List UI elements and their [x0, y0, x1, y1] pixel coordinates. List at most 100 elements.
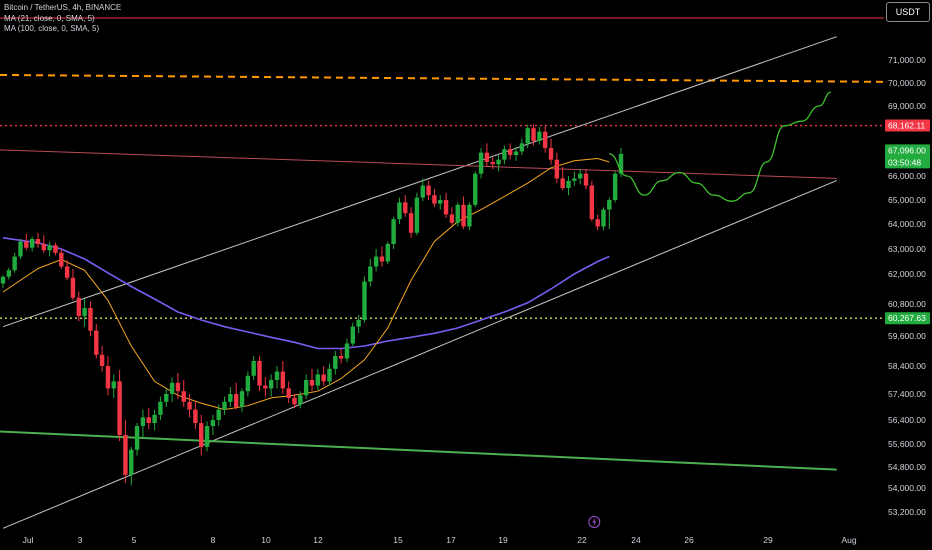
candle	[513, 146, 519, 161]
candle-body	[333, 356, 338, 369]
candle	[41, 235, 47, 253]
candle-body	[478, 152, 484, 174]
y-tick-label: 69,000.00	[888, 101, 926, 111]
candle	[129, 446, 134, 486]
candle	[572, 171, 577, 186]
price-label-text: 68,162.11	[888, 121, 925, 131]
candle	[94, 324, 99, 359]
candle	[24, 234, 29, 251]
candle	[303, 374, 309, 400]
candle-body	[508, 149, 513, 155]
x-tick-label: Jul	[23, 535, 34, 545]
candle	[140, 409, 146, 438]
legend: Bitcoin / TetherUS, 4h, BINANCE MA (21, …	[4, 3, 121, 35]
candle-body	[589, 185, 595, 220]
candle-body	[467, 204, 472, 227]
candle-body	[175, 382, 181, 392]
ma21-line	[2, 157, 610, 411]
y-tick-label: 54,000.00	[888, 483, 926, 493]
candle	[525, 124, 530, 148]
candle	[274, 366, 280, 389]
y-tick-label: 59,600.00	[888, 331, 926, 341]
y-tick-label: 64,000.00	[888, 219, 926, 229]
candle-body	[473, 173, 478, 205]
candle-body	[618, 153, 624, 174]
y-tick-label: 62,000.00	[888, 269, 926, 279]
candle-body	[204, 426, 210, 447]
candle-body	[484, 152, 490, 162]
candle-body	[496, 159, 501, 165]
candle-body	[129, 449, 134, 475]
candle	[473, 171, 478, 208]
candle-body	[577, 173, 583, 179]
candle	[12, 252, 17, 273]
y-tick-label: 54,800.00	[888, 462, 926, 472]
candle	[612, 171, 618, 203]
candle	[508, 143, 513, 160]
candle	[484, 143, 490, 167]
candle-body	[595, 219, 600, 227]
candle-body	[344, 343, 350, 359]
candle	[245, 371, 251, 397]
x-tick-label: Aug	[841, 535, 856, 545]
candle	[321, 366, 326, 386]
ma21-legend[interactable]: MA (21, close, 0, SMA, 5)	[4, 13, 95, 23]
candle-body	[105, 366, 111, 389]
time-axis[interactable]: Jul 3 5 8 10 12 15 17 19 22 24 26 29 Aug	[23, 535, 857, 545]
candle-body	[368, 266, 373, 282]
candle-body	[356, 320, 361, 327]
symbol-title[interactable]: Bitcoin / TetherUS, 4h, BINANCE	[4, 3, 122, 12]
x-tick-label: 8	[211, 535, 216, 545]
candle-body	[338, 356, 344, 359]
candle	[53, 242, 58, 256]
candle-body	[64, 266, 70, 278]
candle-body	[146, 417, 151, 423]
candle	[601, 207, 606, 231]
candle-body	[303, 380, 309, 396]
candle-body	[47, 245, 52, 251]
y-tick-label: 57,400.00	[888, 389, 926, 399]
candle	[461, 196, 466, 229]
candle	[309, 368, 315, 392]
candle	[344, 338, 350, 363]
candle	[595, 214, 600, 231]
candle-body	[94, 330, 99, 355]
candle	[280, 361, 286, 394]
candle	[298, 391, 303, 409]
candle	[193, 401, 198, 429]
candle-body	[152, 414, 157, 423]
candle-body	[274, 371, 280, 380]
x-tick-label: 24	[631, 535, 641, 545]
candle-body	[169, 382, 175, 394]
price-label: 60,267.63	[885, 312, 930, 325]
candle-body	[123, 435, 128, 475]
candle-body	[373, 256, 379, 267]
candle	[403, 195, 408, 217]
candle-body	[327, 368, 332, 382]
candle	[29, 236, 35, 252]
candle-body	[362, 281, 367, 320]
price-label-bg	[885, 312, 930, 325]
candle	[426, 180, 431, 200]
currency-button[interactable]: USDT	[886, 2, 930, 22]
candle-body	[560, 178, 565, 188]
candle	[327, 363, 332, 386]
candle-body	[82, 308, 87, 316]
candle	[379, 246, 385, 267]
candle-body	[140, 417, 146, 426]
candle-body	[35, 239, 41, 244]
candle-body	[490, 162, 495, 165]
y-tick-label: 58,400.00	[888, 361, 926, 371]
candle	[234, 382, 239, 410]
y-tick-label: 60,800.00	[888, 299, 926, 309]
candle	[566, 176, 571, 196]
candle	[175, 373, 181, 400]
trendline-pink-slope	[0, 149, 837, 179]
candle-body	[379, 256, 385, 262]
price-axis[interactable]: 71,000.00 70,000.00 69,000.00 66,000.00 65,0…	[885, 55, 930, 517]
candle	[420, 178, 425, 202]
ma100-legend[interactable]: MA (100, close, 0, SMA, 5)	[4, 24, 100, 33]
x-tick-label: 19	[498, 535, 508, 545]
candle	[187, 394, 192, 418]
